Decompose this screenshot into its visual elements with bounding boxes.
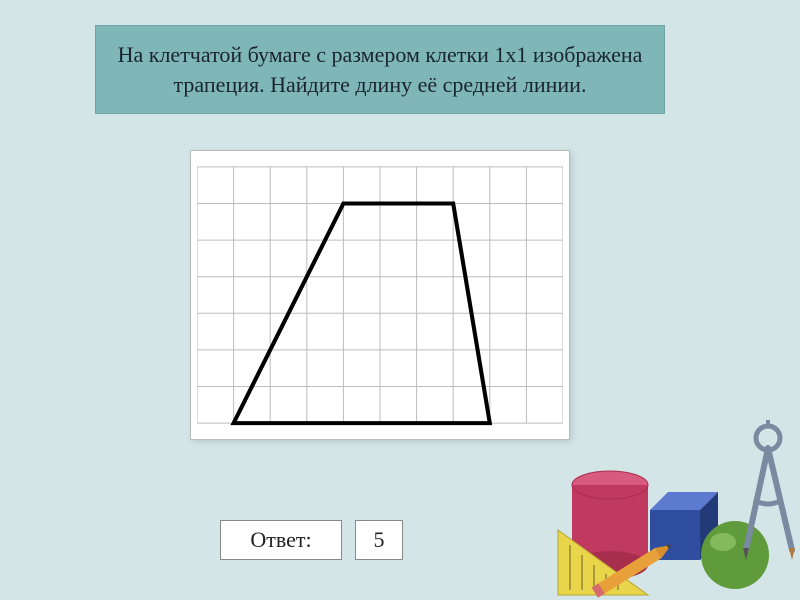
answer-label: Ответ: [250,527,311,553]
answer-value: 5 [374,527,385,553]
question-box: На клетчатой бумаге с размером клетки 1х… [95,25,665,114]
sphere-icon [701,521,769,589]
answer-value-box: 5 [355,520,403,560]
cube-icon [650,492,718,560]
figure-container [190,150,570,440]
decor-svg [540,370,800,600]
answer-label-box: Ответ: [220,520,342,560]
trapezoid-grid-svg [197,157,563,433]
pencil-icon [592,540,675,598]
question-text: На клетчатой бумаге с размером клетки 1х… [118,42,643,97]
decor-shapes [540,370,800,600]
triangle-ruler-icon [558,530,648,595]
compass-icon [743,420,795,560]
cylinder-icon [572,471,648,579]
